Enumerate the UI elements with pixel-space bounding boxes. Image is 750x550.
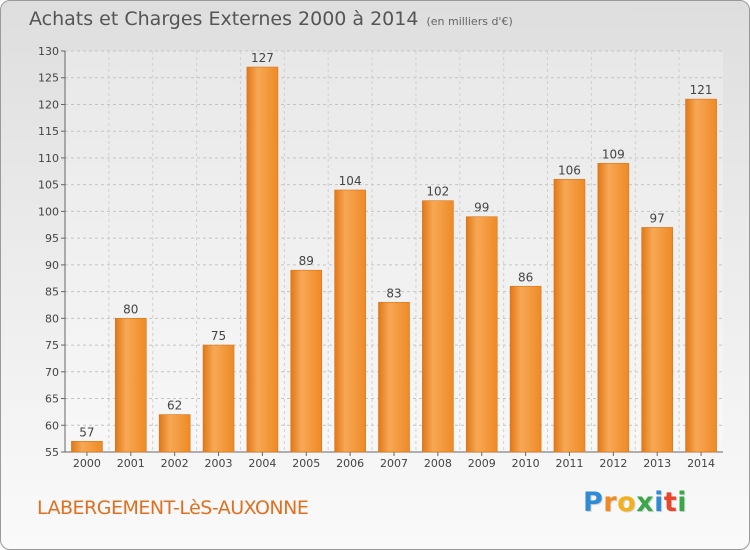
bars	[71, 66, 717, 453]
y-tick-label: 125	[38, 72, 59, 85]
bar-value-label: 104	[339, 174, 362, 188]
logo-letter: i	[677, 487, 688, 518]
x-tick-label: 2014	[687, 457, 715, 470]
bar-value-label: 57	[79, 425, 94, 439]
x-tick-label: 2012	[599, 457, 627, 470]
y-tick-label: 70	[45, 366, 59, 379]
bar-value-label: 75	[211, 329, 226, 343]
bar	[641, 227, 674, 453]
proxiti-logo: Proxiti	[583, 487, 687, 518]
y-tick-label: 90	[45, 259, 59, 272]
chart-title-text: Achats et Charges Externes 2000 à 2014	[29, 8, 419, 30]
bar	[246, 66, 279, 453]
logo-letter: P	[583, 487, 604, 518]
x-tick-label: 2005	[292, 457, 320, 470]
bar	[71, 441, 103, 453]
y-tick-label: 110	[38, 152, 59, 165]
bar-value-label: 83	[386, 286, 401, 300]
bar	[290, 269, 323, 453]
logo-letter: r	[603, 487, 618, 518]
x-tick-label: 2006	[336, 457, 364, 470]
bar	[202, 344, 235, 453]
y-tick-label: 55	[45, 446, 59, 459]
bar-value-label: 89	[299, 254, 314, 268]
logo-letter: o	[617, 487, 637, 518]
bar	[553, 179, 586, 453]
y-tick-label: 100	[38, 205, 59, 218]
chart-subtitle: (en milliers d'€)	[426, 15, 513, 28]
bar	[115, 318, 147, 453]
bar-value-label: 97	[650, 211, 665, 225]
x-tick-label: 2013	[643, 457, 671, 470]
logo-letter: t	[663, 487, 678, 518]
y-tick-label: 115	[38, 125, 59, 138]
bar	[422, 200, 454, 453]
y-tick-label: 60	[45, 419, 59, 432]
bar	[685, 98, 717, 453]
y-tick-label: 95	[45, 232, 59, 245]
bar	[334, 189, 366, 453]
bar-value-label: 106	[558, 163, 581, 177]
y-tick-label: 80	[45, 312, 59, 325]
x-tick-label: 2010	[512, 457, 540, 470]
x-tick-label: 2011	[555, 457, 583, 470]
bar-value-label: 121	[690, 83, 713, 97]
x-tick-label: 2009	[468, 457, 496, 470]
x-tick-label: 2001	[117, 457, 145, 470]
bar-value-label: 99	[474, 201, 489, 215]
x-tick-label: 2003	[205, 457, 233, 470]
bar	[378, 301, 410, 453]
bar	[597, 162, 630, 453]
labels: 55 60 65 70 75 80 85 90 95 100 105 110 115 120 125 130 5…	[38, 45, 715, 470]
bar-value-label: 80	[123, 302, 138, 316]
y-tick-label: 130	[38, 45, 59, 58]
chart-title: Achats et Charges Externes 2000 à 2014 (e…	[29, 8, 513, 30]
y-tick-label: 85	[45, 286, 59, 299]
x-tick-label: 2000	[73, 457, 101, 470]
bar-value-label: 62	[167, 399, 182, 413]
logo-letter: x	[636, 487, 655, 518]
x-tick-label: 2007	[380, 457, 408, 470]
bar-value-label: 109	[602, 147, 625, 161]
bar	[158, 414, 191, 453]
logo-letter: i	[654, 487, 664, 518]
y-tick-label: 120	[38, 98, 59, 111]
bar-value-label: 86	[518, 270, 533, 284]
bar	[465, 216, 498, 453]
y-tick-label: 105	[38, 179, 59, 192]
bar-value-label: 102	[426, 185, 449, 199]
x-tick-label: 2002	[161, 457, 189, 470]
bar-value-label: 127	[251, 51, 274, 65]
x-tick-label: 2008	[424, 457, 452, 470]
x-tick-label: 2004	[248, 457, 276, 470]
y-tick-label: 65	[45, 393, 59, 406]
commune-name: LABERGEMENT-LèS-AUXONNE	[37, 497, 309, 519]
y-tick-label: 75	[45, 339, 59, 352]
bar	[509, 285, 542, 453]
